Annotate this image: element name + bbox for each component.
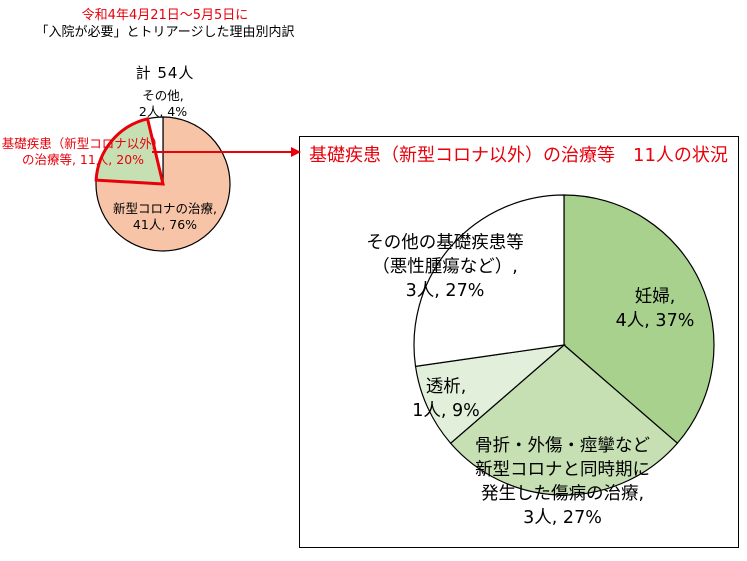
overview-pie	[94, 116, 231, 252]
pie-slice-highlight-underlying	[94, 116, 165, 186]
label-underlying: 基礎疾患（新型コロナ以外） の治療等, 11人, 20%	[1, 136, 165, 167]
pie-slice-fracture	[449, 344, 679, 496]
pie-slice-pregnancy	[563, 194, 715, 445]
label-other: その他, 2人, 4%	[138, 88, 188, 119]
label-pregnancy: 妊婦, 4人, 37%	[615, 287, 695, 331]
total-count: 計 54人	[135, 64, 195, 82]
pie-slice-other_underlying	[413, 194, 565, 368]
label-dialysis: 透析, 1人, 9%	[412, 377, 480, 421]
pie-slice-dialysis	[414, 344, 566, 445]
detail-panel	[299, 136, 739, 548]
label-fracture: 骨折・外傷・痙攣など 新型コロナと同時期に 発生した傷病の治療, 3人, 27%	[475, 436, 650, 528]
label-covid: 新型コロナの治療, 41人, 76%	[113, 201, 217, 232]
header-period: 令和4年4月21日～5月5日に	[81, 8, 249, 23]
detail-pie	[413, 194, 715, 496]
label-other-underlying: その他の基礎疾患等 （悪性腫瘍など）, 3人, 27%	[366, 233, 524, 301]
header-subtitle: 「入院が必要」とトリアージした理由別内訳	[35, 25, 295, 40]
detail-title: 基礎疾患（新型コロナ以外）の治療等 11人の状況	[309, 145, 728, 166]
